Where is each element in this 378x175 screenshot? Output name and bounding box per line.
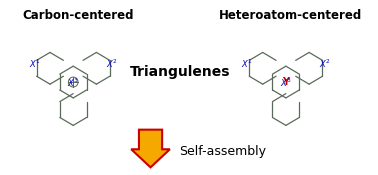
Text: Heteroatom-centered: Heteroatom-centered [219,9,363,22]
Polygon shape [131,130,170,167]
Text: $X^3$: $X^3$ [280,76,292,89]
Text: $X^1$: $X^1$ [29,57,40,70]
Text: Triangulenes: Triangulenes [130,65,231,79]
Text: Y: Y [282,77,290,87]
Text: Self-assembly: Self-assembly [180,145,266,158]
Text: Carbon-centered: Carbon-centered [22,9,134,22]
Text: $X^2$: $X^2$ [319,57,330,70]
Text: $X^1$: $X^1$ [241,57,253,70]
Text: $X^3$: $X^3$ [67,76,79,89]
Text: $X^2$: $X^2$ [106,57,118,70]
